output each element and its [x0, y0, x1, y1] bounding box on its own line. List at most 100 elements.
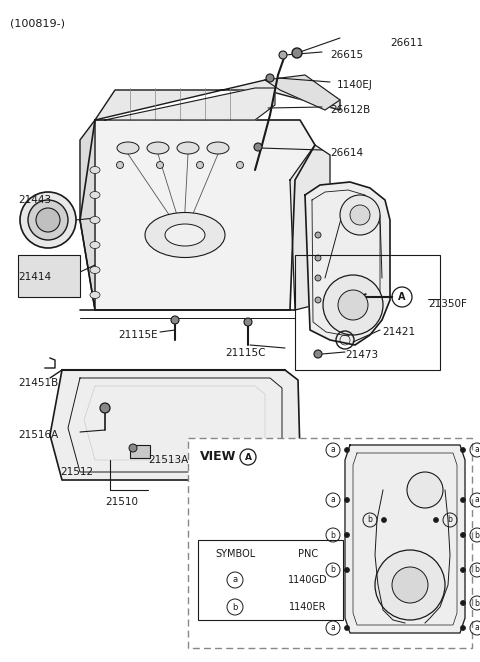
- Circle shape: [156, 162, 164, 169]
- Circle shape: [315, 297, 321, 303]
- Polygon shape: [50, 370, 300, 480]
- Ellipse shape: [145, 213, 225, 258]
- Circle shape: [460, 532, 466, 538]
- Bar: [198, 540, 343, 620]
- Circle shape: [292, 48, 302, 58]
- Bar: [188, 438, 472, 648]
- Polygon shape: [305, 182, 390, 345]
- Text: a: a: [331, 624, 336, 632]
- Text: 21414: 21414: [18, 272, 51, 282]
- Circle shape: [323, 275, 383, 335]
- Text: 21512: 21512: [60, 467, 93, 477]
- Text: VIEW: VIEW: [200, 450, 236, 463]
- Text: 26614: 26614: [330, 148, 363, 158]
- Ellipse shape: [90, 167, 100, 173]
- Circle shape: [117, 162, 123, 169]
- Text: a: a: [475, 495, 480, 504]
- Ellipse shape: [90, 291, 100, 299]
- Ellipse shape: [147, 142, 169, 154]
- Text: a: a: [331, 495, 336, 504]
- Circle shape: [237, 162, 243, 169]
- Text: 26611: 26611: [390, 38, 423, 48]
- Text: 21443: 21443: [18, 195, 51, 205]
- Circle shape: [460, 600, 466, 606]
- Text: 21115E: 21115E: [118, 330, 157, 340]
- Bar: [130, 445, 150, 458]
- Circle shape: [315, 255, 321, 261]
- Text: 21451B: 21451B: [18, 378, 58, 388]
- Text: a: a: [475, 624, 480, 632]
- Text: 21516A: 21516A: [18, 430, 58, 440]
- Circle shape: [392, 567, 428, 603]
- Text: PNC: PNC: [298, 549, 318, 559]
- Text: 1140GD: 1140GD: [288, 575, 328, 585]
- Text: 1140EJ: 1140EJ: [337, 80, 373, 90]
- Circle shape: [36, 208, 60, 232]
- Text: 1140ER: 1140ER: [289, 602, 327, 612]
- Circle shape: [350, 205, 370, 225]
- Polygon shape: [80, 120, 95, 310]
- Text: b: b: [232, 602, 238, 612]
- Text: b: b: [475, 530, 480, 540]
- Ellipse shape: [165, 224, 205, 246]
- Circle shape: [171, 316, 179, 324]
- Polygon shape: [290, 145, 330, 310]
- Text: a: a: [475, 446, 480, 455]
- Circle shape: [345, 498, 349, 502]
- Polygon shape: [95, 80, 340, 120]
- Circle shape: [460, 498, 466, 502]
- Circle shape: [375, 550, 445, 620]
- Text: b: b: [447, 516, 453, 524]
- Circle shape: [433, 518, 439, 522]
- Circle shape: [407, 472, 443, 508]
- Circle shape: [279, 51, 287, 59]
- Circle shape: [315, 275, 321, 281]
- Circle shape: [345, 532, 349, 538]
- Circle shape: [254, 143, 262, 151]
- Text: a: a: [232, 575, 238, 585]
- Ellipse shape: [207, 142, 229, 154]
- Circle shape: [244, 318, 252, 326]
- Bar: [295, 255, 440, 370]
- Text: SYMBOL: SYMBOL: [215, 549, 255, 559]
- Circle shape: [460, 626, 466, 630]
- Text: b: b: [331, 530, 336, 540]
- Circle shape: [196, 162, 204, 169]
- Circle shape: [129, 444, 137, 452]
- Text: A: A: [244, 453, 252, 461]
- Circle shape: [100, 403, 110, 413]
- Text: 21513A: 21513A: [148, 455, 188, 465]
- Text: 26615: 26615: [330, 50, 363, 60]
- Polygon shape: [105, 88, 275, 120]
- Text: 21115C: 21115C: [225, 348, 265, 358]
- Polygon shape: [80, 120, 315, 310]
- Ellipse shape: [90, 216, 100, 224]
- Circle shape: [340, 195, 380, 235]
- Text: 21421: 21421: [382, 327, 415, 337]
- Circle shape: [345, 448, 349, 453]
- Circle shape: [28, 200, 68, 240]
- Circle shape: [314, 350, 322, 358]
- Circle shape: [460, 448, 466, 453]
- Bar: [18, 255, 80, 297]
- Ellipse shape: [90, 242, 100, 248]
- Circle shape: [345, 567, 349, 573]
- Text: 26612B: 26612B: [330, 105, 370, 115]
- Polygon shape: [265, 75, 340, 110]
- Text: b: b: [475, 565, 480, 575]
- Text: b: b: [331, 565, 336, 575]
- Ellipse shape: [90, 191, 100, 199]
- Text: b: b: [475, 598, 480, 608]
- Text: A: A: [398, 292, 406, 302]
- Circle shape: [382, 518, 386, 522]
- Text: (100819-): (100819-): [10, 18, 65, 28]
- Ellipse shape: [177, 142, 199, 154]
- Text: a: a: [331, 446, 336, 455]
- Text: 21510: 21510: [105, 497, 138, 507]
- Text: 21350F: 21350F: [428, 299, 467, 309]
- Circle shape: [266, 74, 274, 82]
- Ellipse shape: [117, 142, 139, 154]
- Circle shape: [20, 192, 76, 248]
- Circle shape: [315, 232, 321, 238]
- Polygon shape: [345, 445, 465, 633]
